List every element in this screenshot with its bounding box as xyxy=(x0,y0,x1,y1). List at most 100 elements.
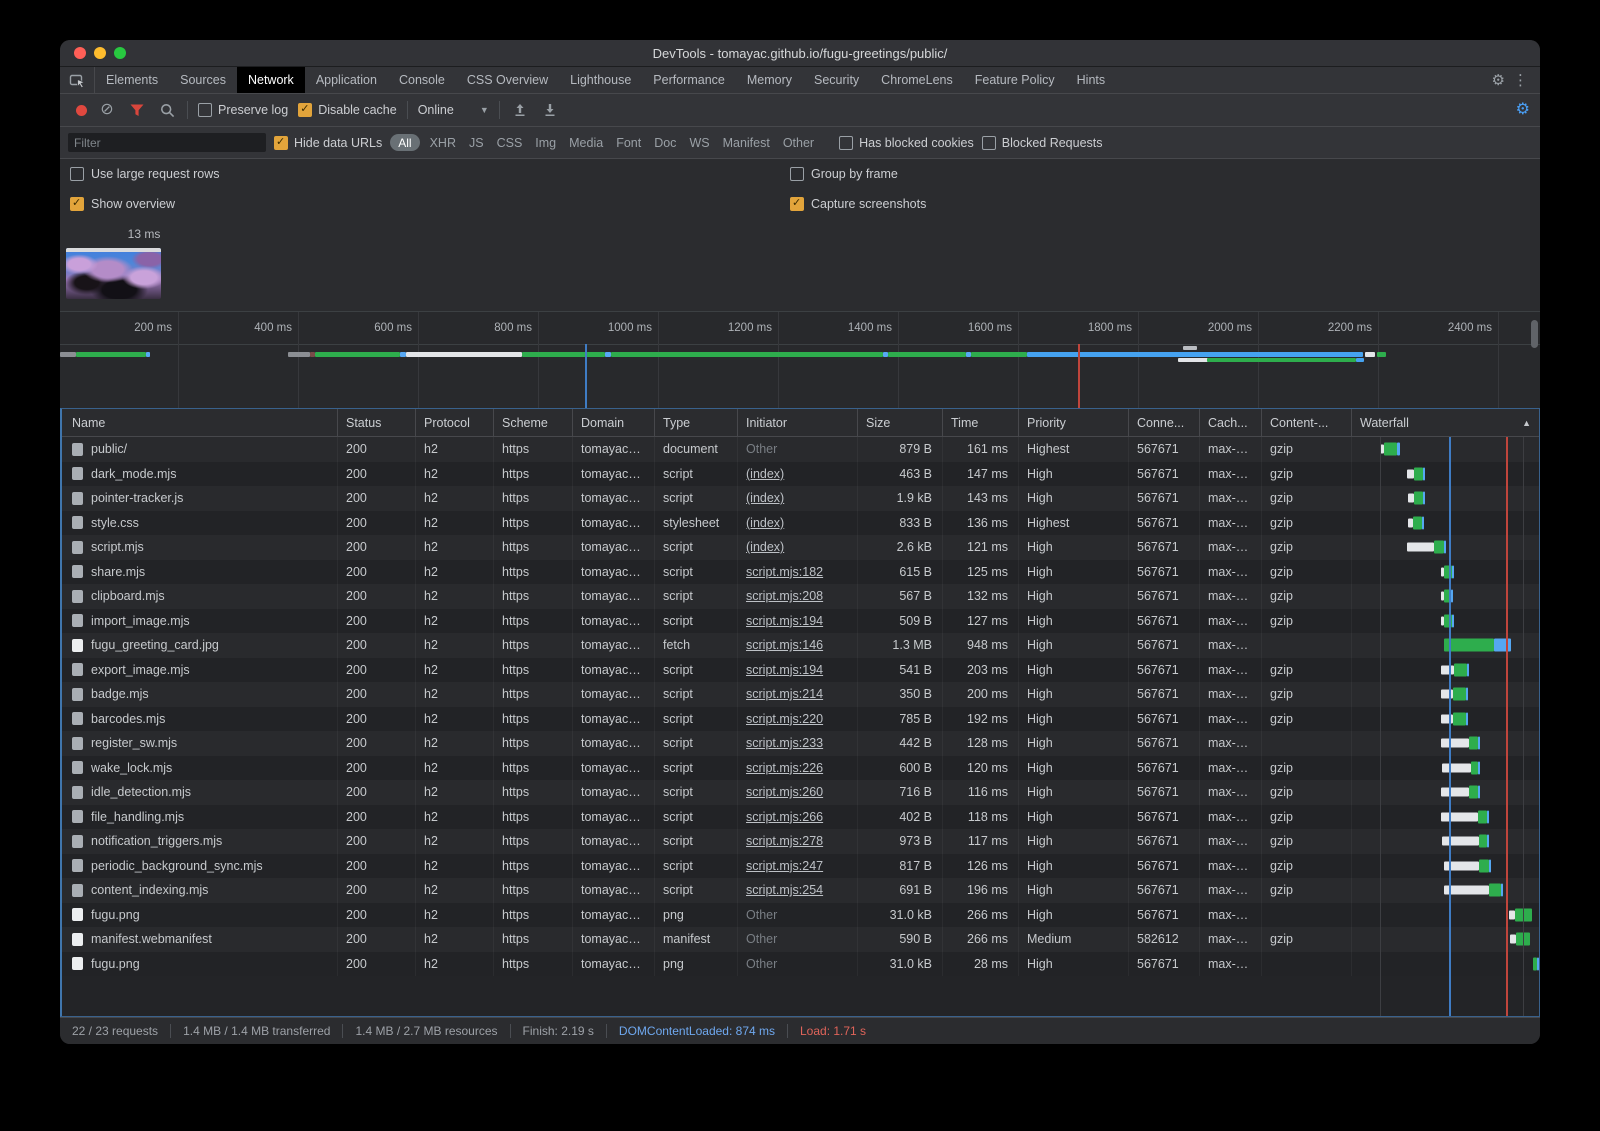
cell-waterfall[interactable] xyxy=(1352,486,1539,511)
type-filter-doc[interactable]: Doc xyxy=(654,135,677,150)
cell-waterfall[interactable] xyxy=(1352,560,1539,585)
capture-screenshots-checkbox[interactable]: Capture screenshots xyxy=(790,196,926,211)
cell-waterfall[interactable] xyxy=(1352,878,1539,903)
cell-waterfall[interactable] xyxy=(1352,854,1539,879)
type-filter-xhr[interactable]: XHR xyxy=(429,135,456,150)
tab-security[interactable]: Security xyxy=(814,73,860,87)
inspect-element-button[interactable] xyxy=(60,67,95,93)
cell-waterfall[interactable] xyxy=(1352,511,1539,536)
initiator-link[interactable]: script.mjs:182 xyxy=(746,564,824,579)
tab-lighthouse[interactable]: Lighthouse xyxy=(570,73,632,87)
cell-waterfall[interactable] xyxy=(1352,658,1539,683)
overview-scrollbar[interactable] xyxy=(1531,320,1538,348)
tab-application[interactable]: Application xyxy=(315,73,377,87)
initiator-link[interactable]: script.mjs:214 xyxy=(746,687,824,702)
network-overview-ruler[interactable]: 200 ms 400 ms 600 ms 800 ms 1000 ms 1200 ms 14… xyxy=(60,311,1540,408)
table-row[interactable]: share.mjs 200 h2 https tomayac… script script.… xyxy=(62,559,1539,585)
initiator-link[interactable]: script.mjs:254 xyxy=(746,883,824,898)
table-row[interactable]: manifest.webmanifest 200 h2 https tomayac… ma… xyxy=(62,927,1539,952)
tab-css-overview[interactable]: CSS Overview xyxy=(466,73,549,87)
filter-toggle-button[interactable] xyxy=(127,100,147,120)
table-row[interactable]: file_handling.mjs 200 h2 https tomayac… scrip… xyxy=(62,804,1539,830)
table-row[interactable]: script.mjs 200 h2 https tomayac… script (index… xyxy=(62,535,1539,560)
blocked-requests-checkbox[interactable]: Blocked Requests xyxy=(981,135,1103,150)
table-row[interactable]: export_image.mjs 200 h2 https tomayac… script… xyxy=(62,657,1539,683)
table-row[interactable]: import_image.mjs 200 h2 https tomayac… script… xyxy=(62,608,1539,634)
network-settings-button[interactable]: ⚙ xyxy=(1516,101,1530,119)
cell-waterfall[interactable] xyxy=(1352,707,1539,732)
type-filter-img[interactable]: Img xyxy=(535,135,557,150)
column-header-initiator[interactable]: Initiator xyxy=(738,409,858,436)
table-row[interactable]: idle_detection.mjs 200 h2 https tomayac… scri… xyxy=(62,780,1539,805)
initiator-link[interactable]: (index) xyxy=(746,515,785,530)
table-row[interactable]: fugu_greeting_card.jpg 200 h2 https tomayac…… xyxy=(62,633,1539,658)
table-row[interactable]: wake_lock.mjs 200 h2 https tomayac… script scr… xyxy=(62,755,1539,781)
record-network-log-button[interactable] xyxy=(76,104,87,116)
tab-sources[interactable]: Sources xyxy=(180,73,226,87)
show-overview-checkbox[interactable]: Show overview xyxy=(60,196,790,211)
table-row[interactable]: public/200 h2 https tomayac… document Other 87… xyxy=(62,437,1539,462)
filmstrip-screenshot-thumbnail[interactable] xyxy=(66,248,161,299)
column-header-waterfall[interactable]: Waterfall ▲ xyxy=(1360,415,1531,430)
table-row[interactable]: clipboard.mjs 200 h2 https tomayac… script scr… xyxy=(62,584,1539,609)
initiator-link[interactable]: (index) xyxy=(746,466,785,481)
initiator-link[interactable]: script.mjs:194 xyxy=(746,613,824,628)
initiator-link[interactable]: script.mjs:226 xyxy=(746,760,824,775)
column-header-size[interactable]: Size xyxy=(858,409,943,436)
table-row[interactable]: notification_triggers.mjs 200 h2 https tomay… xyxy=(62,829,1539,854)
initiator-link[interactable]: (index) xyxy=(746,491,785,506)
tab-feature-policy[interactable]: Feature Policy xyxy=(974,73,1055,87)
cell-waterfall[interactable] xyxy=(1352,952,1539,977)
column-header-time[interactable]: Time xyxy=(943,409,1019,436)
initiator-link[interactable]: script.mjs:278 xyxy=(746,834,824,849)
column-header-type[interactable]: Type xyxy=(655,409,738,436)
tab-network[interactable]: Network xyxy=(236,67,305,93)
hide-data-urls-checkbox[interactable]: Hide data URLs xyxy=(274,135,382,150)
table-row[interactable]: register_sw.mjs 200 h2 https tomayac… script s… xyxy=(62,731,1539,756)
tab-chromelens[interactable]: ChromeLens xyxy=(881,73,953,87)
type-filter-js[interactable]: JS xyxy=(469,135,484,150)
table-row[interactable]: fugu.png 200 h2 https tomayac… png Other 31.0 k… xyxy=(62,902,1539,927)
use-large-request-rows-checkbox[interactable]: Use large request rows xyxy=(60,167,790,181)
column-header-cach[interactable]: Cach... xyxy=(1200,409,1262,436)
column-header-protocol[interactable]: Protocol xyxy=(416,409,494,436)
cell-waterfall[interactable] xyxy=(1352,805,1539,830)
preserve-log-checkbox[interactable]: Preserve log xyxy=(198,103,288,117)
tab-performance[interactable]: Performance xyxy=(653,73,725,87)
group-by-frame-checkbox[interactable]: Group by frame xyxy=(790,167,898,181)
import-har-button[interactable] xyxy=(510,100,530,120)
filter-input[interactable] xyxy=(68,133,266,152)
column-header-content[interactable]: Content-... xyxy=(1262,409,1352,436)
tab-hints[interactable]: Hints xyxy=(1076,73,1106,87)
zoom-window-button[interactable] xyxy=(114,47,126,59)
column-header-priority[interactable]: Priority xyxy=(1019,409,1129,436)
disable-cache-checkbox[interactable]: Disable cache xyxy=(298,102,397,117)
initiator-link[interactable]: script.mjs:260 xyxy=(746,785,824,800)
type-filter-all[interactable]: All xyxy=(390,134,420,151)
cell-waterfall[interactable] xyxy=(1352,535,1539,560)
cell-waterfall[interactable] xyxy=(1352,609,1539,634)
table-row[interactable]: periodic_background_sync.mjs 200 h2 https to… xyxy=(62,853,1539,879)
cell-waterfall[interactable] xyxy=(1352,756,1539,781)
type-filter-ws[interactable]: WS xyxy=(689,135,710,150)
cell-waterfall[interactable] xyxy=(1352,829,1539,854)
clear-network-log-button[interactable]: ⊘ xyxy=(97,100,117,120)
tab-console[interactable]: Console xyxy=(398,73,445,87)
cell-waterfall[interactable] xyxy=(1352,682,1539,707)
export-har-button[interactable] xyxy=(540,100,560,120)
initiator-link[interactable]: script.mjs:146 xyxy=(746,638,824,653)
tab-memory[interactable]: Memory xyxy=(746,73,793,87)
table-row[interactable]: barcodes.mjs 200 h2 https tomayac… script scri… xyxy=(62,706,1539,732)
cell-waterfall[interactable] xyxy=(1352,731,1539,756)
table-row[interactable]: badge.mjs 200 h2 https tomayac… script script.… xyxy=(62,682,1539,707)
settings-gear-icon[interactable]: ⚙ xyxy=(1491,71,1505,89)
column-header-name[interactable]: Name xyxy=(62,409,338,436)
cell-waterfall[interactable] xyxy=(1352,437,1539,462)
table-row[interactable]: style.css 200 h2 https tomayac… stylesheet (in… xyxy=(62,510,1539,536)
initiator-link[interactable]: script.mjs:233 xyxy=(746,736,824,751)
tab-elements[interactable]: Elements xyxy=(106,73,159,87)
table-row[interactable]: fugu.png 200 h2 https tomayac… png Other 31.0 k… xyxy=(62,951,1539,977)
throttling-dropdown[interactable]: Online ▼ xyxy=(418,103,489,117)
initiator-link[interactable]: script.mjs:266 xyxy=(746,809,824,824)
more-options-kebab-icon[interactable]: ⋮ xyxy=(1513,71,1528,89)
